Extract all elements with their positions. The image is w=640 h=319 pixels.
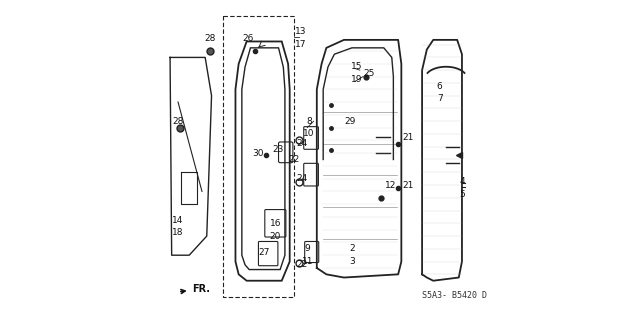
Text: 4: 4 [459,177,465,186]
Text: FR.: FR. [180,284,211,294]
Text: 21: 21 [402,133,413,142]
Text: 25: 25 [364,69,375,78]
Text: 5: 5 [459,190,465,199]
Text: 16: 16 [269,219,281,228]
Text: 3: 3 [349,257,355,266]
Text: 7: 7 [436,94,442,103]
Text: 11: 11 [301,257,313,266]
Text: 2: 2 [349,244,355,253]
Text: 22: 22 [289,155,300,164]
Text: 29: 29 [344,117,356,126]
Text: 19: 19 [351,75,362,84]
Text: 8: 8 [306,117,312,126]
Text: 13: 13 [295,27,307,36]
Text: 17: 17 [295,40,307,49]
Text: 24: 24 [297,139,308,148]
Text: 12: 12 [385,181,396,189]
Text: 28: 28 [204,34,216,43]
Text: 15: 15 [351,63,362,71]
Text: 30: 30 [252,149,264,158]
Text: 23: 23 [273,145,284,154]
Text: 18: 18 [172,228,184,237]
Text: 9: 9 [305,244,310,253]
Text: 28: 28 [172,117,184,126]
Text: 10: 10 [303,130,315,138]
Text: 6: 6 [436,82,442,91]
Text: 27: 27 [259,248,270,256]
Text: 26: 26 [243,34,254,43]
Text: 22: 22 [297,260,308,269]
Text: 24: 24 [297,174,308,183]
Text: S5A3- B5420 D: S5A3- B5420 D [422,291,487,300]
Text: 20: 20 [269,232,281,241]
Text: 21: 21 [402,181,413,189]
Text: 14: 14 [172,216,184,225]
